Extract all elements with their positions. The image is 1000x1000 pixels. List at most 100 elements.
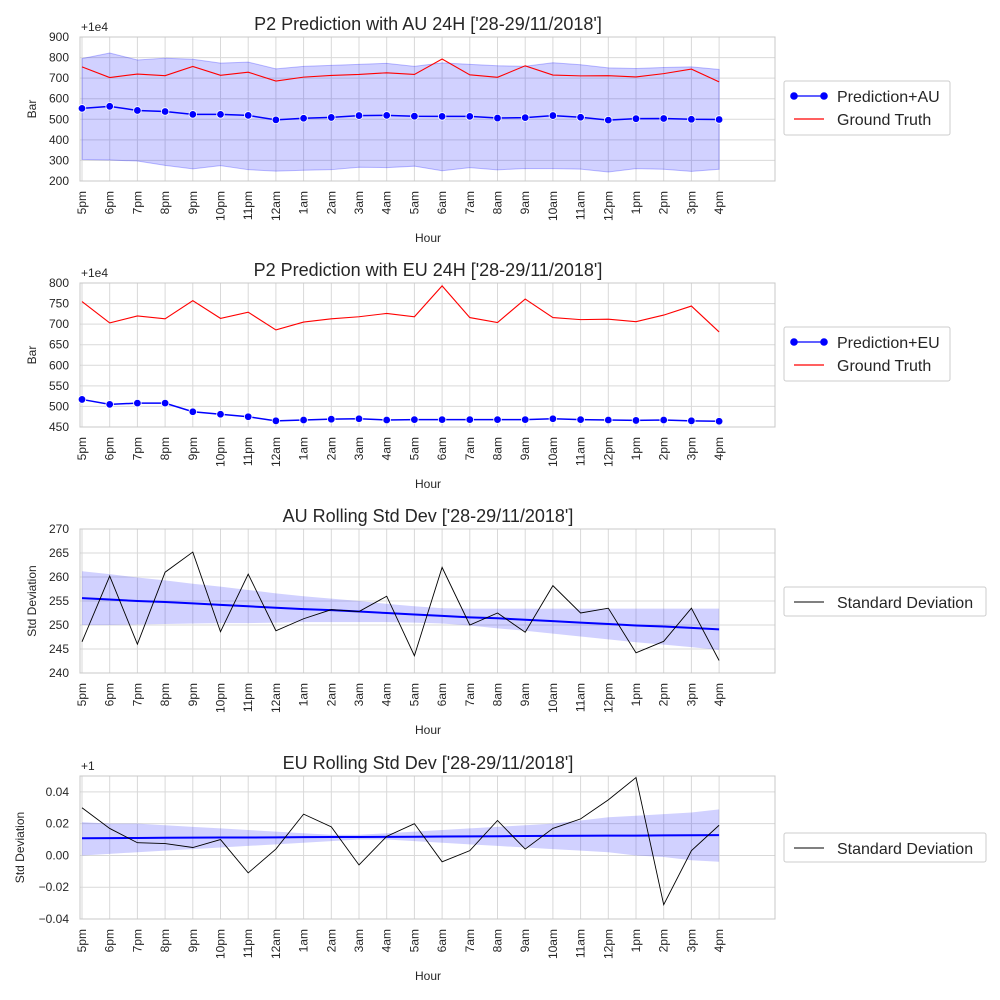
legend: Standard Deviation xyxy=(783,586,987,617)
data-point xyxy=(687,416,696,426)
chart-title: P2 Prediction with EU 24H ['28-29/11/201… xyxy=(254,260,603,280)
x-axis-label: Hour xyxy=(415,969,441,983)
data-point xyxy=(188,110,197,119)
x-tick-label: 5pm xyxy=(75,437,89,460)
x-tick-label: 6pm xyxy=(103,929,117,952)
x-tick-label: 4am xyxy=(380,683,394,706)
legend-label: Standard Deviation xyxy=(837,841,973,858)
x-tick-label: 7pm xyxy=(130,683,144,706)
data-point xyxy=(133,398,142,408)
data-point xyxy=(604,415,613,425)
x-tick-label: 1am xyxy=(297,929,311,952)
series-line-standard-deviation xyxy=(81,776,720,907)
x-tick-label: 9am xyxy=(518,929,532,952)
x-tick-label: 3pm xyxy=(684,191,698,214)
x-tick-label: 12am xyxy=(269,929,283,959)
data-point xyxy=(714,417,724,426)
legend-box xyxy=(783,586,987,617)
x-tick-label: 6am xyxy=(435,437,449,460)
x-tick-label: 3am xyxy=(352,437,366,460)
data-point xyxy=(243,111,253,120)
x-tick-label: 7am xyxy=(463,929,477,952)
x-tick-label: 7am xyxy=(463,437,477,460)
data-point xyxy=(243,412,253,421)
y-tick-label: 500 xyxy=(49,112,69,126)
x-tick-label: 2pm xyxy=(657,683,671,706)
data-point xyxy=(631,114,641,123)
x-tick-label: 6am xyxy=(435,929,449,952)
y-tick-label: 500 xyxy=(49,399,69,413)
x-tick-label: 8am xyxy=(491,191,505,214)
x-tick-label: 3pm xyxy=(684,437,698,460)
x-tick-label: 3pm xyxy=(684,683,698,706)
axis-offset-label: +1e4 xyxy=(81,266,108,280)
y-tick-label: 265 xyxy=(49,546,69,560)
x-tick-label: 2pm xyxy=(657,929,671,952)
x-tick-label: 7pm xyxy=(130,929,144,952)
legend-marker xyxy=(790,338,798,346)
x-tick-label: 3pm xyxy=(684,929,698,952)
chart-panel-3: 240 245 250 255 260 265 270 5pm 6pm 7pm 8pm 9pm 10pm… xyxy=(25,506,987,737)
data-point xyxy=(465,112,474,121)
x-tick-label: 6pm xyxy=(103,437,117,460)
chart-title: AU Rolling Std Dev ['28-29/11/2018'] xyxy=(283,506,574,526)
data-point xyxy=(271,115,281,125)
x-tick-label: 6pm xyxy=(103,191,117,214)
x-tick-label: 8pm xyxy=(158,437,172,460)
x-tick-label: 9am xyxy=(518,683,532,706)
x-tick-label: 5pm xyxy=(75,929,89,952)
data-point xyxy=(410,111,419,121)
legend-marker xyxy=(820,92,828,100)
x-tick-label: 8pm xyxy=(158,683,172,706)
x-tick-label: 11pm xyxy=(241,929,255,958)
x-tick-label: 1pm xyxy=(629,683,643,706)
y-tick-label: 750 xyxy=(49,297,69,311)
x-tick-label: 3am xyxy=(352,683,366,706)
plot-area xyxy=(79,282,776,428)
x-tick-label: 11pm xyxy=(241,683,255,712)
y-tick-label: 800 xyxy=(49,276,69,290)
data-point xyxy=(465,415,474,424)
x-tick-label: 9am xyxy=(518,437,532,460)
x-tick-label: 7pm xyxy=(130,191,144,214)
x-tick-label: 6am xyxy=(435,191,449,214)
data-point xyxy=(604,115,613,125)
data-point xyxy=(576,415,585,424)
y-tick-label: 245 xyxy=(49,642,69,656)
x-tick-label: 10am xyxy=(546,191,560,221)
series-line-prediction-eu xyxy=(81,398,720,422)
y-tick-label: 700 xyxy=(49,71,69,85)
x-tick-label: 2am xyxy=(324,929,338,952)
data-point xyxy=(216,110,225,119)
data-point xyxy=(105,400,114,409)
legend-marker xyxy=(820,338,828,346)
y-axis-label: Bar xyxy=(25,100,39,119)
x-tick-label: 11am xyxy=(574,191,588,220)
plot-area xyxy=(79,775,776,920)
x-tick-label: 8am xyxy=(491,683,505,706)
data-point xyxy=(631,416,641,425)
y-tick-label: 255 xyxy=(49,594,69,608)
x-tick-label: 2pm xyxy=(657,191,671,214)
legend-label: Prediction+AU xyxy=(837,89,940,106)
x-tick-label: 7pm xyxy=(130,437,144,460)
x-tick-label: 4pm xyxy=(712,929,726,952)
y-tick-label: 600 xyxy=(49,92,69,106)
x-tick-label: 4pm xyxy=(712,437,726,460)
x-tick-label: 11am xyxy=(574,683,588,712)
y-axis-label: Std Deviation xyxy=(25,565,39,636)
data-point xyxy=(354,111,364,120)
x-tick-label: 1am xyxy=(297,437,311,460)
data-point xyxy=(327,113,336,122)
trend-line xyxy=(81,834,720,840)
x-tick-label: 4am xyxy=(380,929,394,952)
data-point xyxy=(714,115,724,124)
x-tick-label: 5pm xyxy=(75,191,89,214)
chart-panel-2: 450 500 550 600 650 700 750 800 5pm 6pm 7pm 8pm 9pm 1… xyxy=(25,260,951,491)
series-line-ground-truth xyxy=(81,58,720,83)
x-tick-label: 9pm xyxy=(186,683,200,706)
x-tick-label: 4am xyxy=(380,437,394,460)
data-point xyxy=(77,395,87,404)
data-point xyxy=(382,111,391,120)
